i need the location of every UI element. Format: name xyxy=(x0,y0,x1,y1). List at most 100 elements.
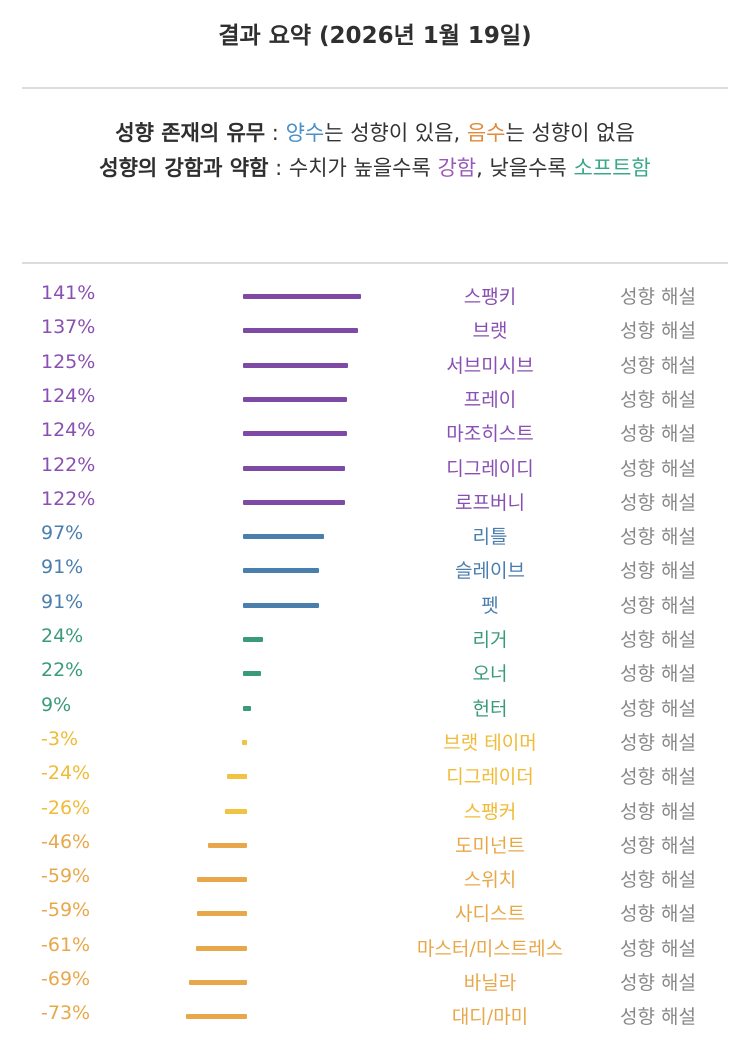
value-label: 122% xyxy=(41,487,96,510)
tendency-explanation-link[interactable]: 성향 해설 xyxy=(620,972,696,994)
bar xyxy=(243,705,251,711)
bar xyxy=(243,499,346,505)
table-row: 125% 서브미시브 성향 해설 xyxy=(0,347,750,381)
tendency-explanation-link[interactable]: 성향 해설 xyxy=(620,869,696,892)
category-label: 마조히스트 xyxy=(446,423,534,446)
bar xyxy=(242,739,247,745)
legend-line-strength: 성향의 강함과 약함 : 수치가 높을수록 강함, 낮을수록 소프트함 xyxy=(22,151,728,186)
category-label: 대디/마미 xyxy=(451,1006,529,1029)
bar xyxy=(197,911,247,917)
bar xyxy=(243,465,346,471)
tendency-explanation-link[interactable]: 성향 해설 xyxy=(620,457,696,480)
table-row: 122% 로프버니 성향 해설 xyxy=(0,484,750,518)
table-row: 91% 슬레이브 성향 해설 xyxy=(0,552,750,586)
tendency-explanation-link[interactable]: 성향 해설 xyxy=(620,766,696,789)
table-row: -59% 스위치 성향 해설 xyxy=(0,861,750,895)
table-row: 91% 펫 성향 해설 xyxy=(0,587,750,621)
tendency-explanation-link[interactable]: 성향 해설 xyxy=(620,834,696,857)
bar xyxy=(195,945,247,951)
tendency-explanation-link[interactable]: 성향 해설 xyxy=(620,320,696,343)
value-label: 125% xyxy=(41,350,96,373)
value-label: 122% xyxy=(41,453,96,476)
tendency-explanation-link[interactable]: 성향 해설 xyxy=(620,560,696,583)
category-label: 마스터/미스트레스 xyxy=(416,937,564,960)
legend-negative-word: 음수 xyxy=(466,121,506,145)
table-row: 137% 브랫 성향 해설 xyxy=(0,312,750,346)
value-label: -59% xyxy=(41,865,91,888)
table-row: -3% 브랫 테이머 성향 해설 xyxy=(0,724,750,758)
bar xyxy=(243,362,348,368)
bar xyxy=(225,808,247,814)
tendency-explanation-link[interactable]: 성향 해설 xyxy=(620,937,696,960)
value-label: -46% xyxy=(41,830,91,853)
table-row: 124% 마조히스트 성향 해설 xyxy=(0,415,750,449)
table-row: 141% 스팽키 성향 해설 xyxy=(0,278,750,312)
table-row: -24% 디그레이더 성향 해설 xyxy=(0,758,750,792)
value-label: -26% xyxy=(41,796,91,819)
bar xyxy=(208,842,247,848)
tendency-explanation-link[interactable]: 성향 해설 xyxy=(620,731,696,754)
tendency-explanation-link[interactable]: 성향 해설 xyxy=(620,663,696,686)
legend-strength-label: 성향의 강함과 약함 xyxy=(99,156,269,180)
tendency-explanation-link[interactable]: 성향 해설 xyxy=(620,629,696,651)
category-label: 스팽키 xyxy=(463,286,517,308)
legend-text: 는 성향이 없음 xyxy=(505,121,635,145)
table-row: 124% 프레이 성향 해설 xyxy=(0,381,750,415)
legend-separator: : xyxy=(265,121,286,145)
category-label: 프레이 xyxy=(463,388,517,411)
tendency-explanation-link[interactable]: 성향 해설 xyxy=(620,388,696,411)
tendency-explanation-link[interactable]: 성향 해설 xyxy=(620,1006,696,1029)
category-label: 리틀 xyxy=(472,526,508,549)
table-row: 9% 헌터 성향 해설 xyxy=(0,690,750,724)
value-label: 91% xyxy=(41,590,84,613)
tendency-explanation-link[interactable]: 성향 해설 xyxy=(620,800,696,823)
chart-divider xyxy=(22,262,728,264)
table-row: -73% 대디/마미 성향 해설 xyxy=(0,998,750,1032)
category-label: 디그레이더 xyxy=(446,766,534,789)
category-label: 브랫 테이머 xyxy=(443,731,537,754)
bar xyxy=(189,980,247,985)
value-label: 124% xyxy=(41,419,96,442)
tendency-explanation-link[interactable]: 성향 해설 xyxy=(620,903,696,926)
tendency-explanation-link[interactable]: 성향 해설 xyxy=(620,697,696,720)
legend-separator: : xyxy=(268,156,289,180)
legend-strong-word: 강함 xyxy=(437,156,477,180)
tendency-explanation-link[interactable]: 성향 해설 xyxy=(620,354,696,377)
legend-positive-word: 양수 xyxy=(285,121,325,145)
legend-text: , 낮을수록 xyxy=(476,156,574,180)
table-row: -26% 스팽커 성향 해설 xyxy=(0,793,750,827)
category-label: 슬레이브 xyxy=(455,560,525,583)
bar xyxy=(243,568,320,574)
bar xyxy=(243,294,362,299)
value-label: 137% xyxy=(41,316,96,339)
value-label: -69% xyxy=(41,968,91,990)
value-label: 91% xyxy=(41,556,84,579)
category-label: 사디스트 xyxy=(455,903,525,926)
value-label: 97% xyxy=(41,522,84,545)
category-label: 펫 xyxy=(481,594,499,617)
value-label: -24% xyxy=(41,762,91,785)
table-row: -69% 바닐라 성향 해설 xyxy=(0,964,750,998)
bar xyxy=(197,877,247,883)
category-label: 헌터 xyxy=(472,697,508,720)
value-label: 24% xyxy=(41,625,84,647)
table-row: 22% 오너 성향 해설 xyxy=(0,655,750,689)
bar xyxy=(243,328,359,334)
bar xyxy=(185,1014,247,1020)
value-label: -61% xyxy=(41,933,91,956)
bar xyxy=(243,637,264,642)
tendency-explanation-link[interactable]: 성향 해설 xyxy=(620,526,696,549)
tendency-explanation-link[interactable]: 성향 해설 xyxy=(620,286,696,308)
legend-existence-label: 성향 존재의 유무 xyxy=(115,121,266,145)
category-label: 디그레이디 xyxy=(446,457,534,480)
bar xyxy=(243,602,320,608)
legend-text: 는 성향이 있음, xyxy=(324,121,467,145)
tendency-explanation-link[interactable]: 성향 해설 xyxy=(620,491,696,514)
table-row: -59% 사디스트 성향 해설 xyxy=(0,895,750,929)
value-label: 9% xyxy=(41,693,72,716)
table-row: 97% 리틀 성향 해설 xyxy=(0,518,750,552)
value-label: -59% xyxy=(41,899,91,922)
category-label: 리거 xyxy=(472,629,508,651)
tendency-explanation-link[interactable]: 성향 해설 xyxy=(620,594,696,617)
tendency-explanation-link[interactable]: 성향 해설 xyxy=(620,423,696,446)
